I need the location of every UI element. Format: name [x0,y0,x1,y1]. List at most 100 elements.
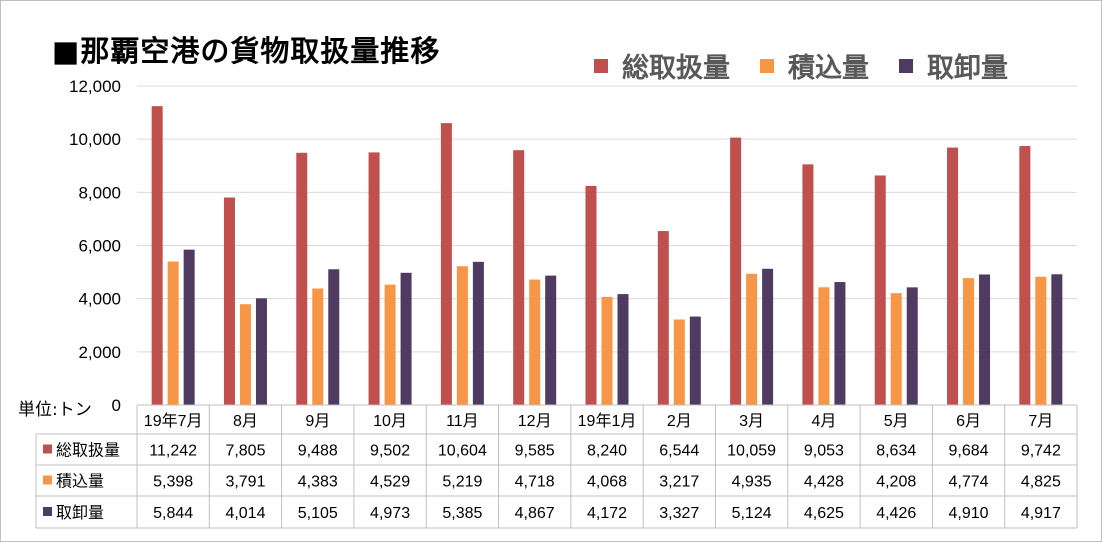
x-tick-label: 11月 [446,413,479,430]
bar [890,293,902,405]
bar [657,231,669,405]
legend: 総取扱量 積込量 取卸量 [594,46,1008,85]
legend-item-loaded: 積込量 [760,46,869,85]
data-label: 4,973 [370,505,410,522]
data-label: 4,428 [804,474,844,491]
x-tick-label: 6月 [956,413,981,430]
x-tick-label: 4月 [811,413,836,430]
data-label: 11,242 [149,443,197,460]
data-label: 5,105 [298,505,338,522]
data-label: 9,053 [804,443,844,460]
bar [312,288,324,405]
bar [328,269,340,405]
data-label: 9,684 [949,443,989,460]
data-label: 3,327 [659,505,699,522]
bar [947,147,959,405]
legend-label-total: 総取扱量 [622,53,730,84]
y-tick-label: 10,000 [69,130,121,149]
legend-label-loaded: 積込量 [788,53,869,84]
bar [762,268,774,405]
bar [545,275,557,405]
y-tick-label: 0 [112,396,121,415]
bar [730,137,742,405]
data-label: 4,014 [225,505,265,522]
y-tick-label: 12,000 [69,77,121,96]
data-label: 4,208 [876,474,916,491]
table-row-label: 積込量 [56,472,104,491]
data-label: 5,844 [153,505,193,522]
bar [689,316,701,405]
bar [818,287,830,405]
y-tick-label: 8,000 [78,183,121,202]
bar [585,185,597,405]
x-tick-label: 8月 [233,413,258,430]
unit-label: 単位:トン [18,400,92,420]
legend-swatch-total [594,58,608,73]
y-tick-label: 4,000 [78,290,121,309]
bar [296,152,308,405]
data-label: 5,398 [153,474,193,491]
chart-title: ■那覇空港の貨物取扱量推移 [52,34,441,68]
x-tick-label: 12月 [518,413,552,430]
data-label: 5,385 [442,505,482,522]
table-row-label: 総取扱量 [56,441,120,460]
data-label: 9,585 [515,443,555,460]
bar [183,249,195,405]
data-label: 4,529 [370,474,410,491]
y-tick-label: 6,000 [78,237,121,256]
data-label: 4,172 [587,505,627,522]
bar [617,294,629,405]
data-label: 5,219 [442,474,482,491]
bar [1019,146,1031,406]
bar [472,261,484,405]
x-tick-label: 10月 [373,413,407,430]
legend-item-unloaded: 取卸量 [899,46,1008,85]
data-label: 3,791 [225,474,265,491]
bar [529,279,541,405]
table-legend-key [43,444,52,454]
data-label: 3,217 [659,474,699,491]
data-label: 4,867 [515,505,555,522]
bar [746,273,758,405]
y-tick-label: 2,000 [78,343,121,362]
data-label: 4,774 [949,474,989,491]
data-label: 4,625 [804,505,844,522]
bar [601,296,613,405]
x-tick-label: 19年1月 [578,412,637,430]
data-label: 5,124 [732,505,772,522]
data-label: 4,910 [949,505,989,522]
bar [167,261,179,405]
bar [456,266,468,405]
table-legend-key [43,475,52,485]
data-label: 4,935 [732,474,772,491]
x-tick-label: 3月 [739,413,764,430]
x-tick-label: 9月 [305,413,330,430]
data-label: 6,544 [659,443,699,460]
data-label: 4,825 [1021,474,1061,491]
bar [673,319,685,405]
data-label: 4,068 [587,474,627,491]
bar [802,164,814,405]
data-label: 7,805 [225,443,265,460]
data-label: 8,240 [587,443,627,460]
table-legend-key [43,507,52,516]
x-tick-label: 5月 [884,413,909,430]
bar [513,150,525,405]
bar [255,298,267,405]
bar [906,287,918,405]
data-label: 8,634 [876,443,916,460]
bar [1035,276,1047,405]
data-label: 9,488 [298,443,338,460]
legend-swatch-loaded [760,58,774,73]
bar [979,274,991,405]
bar [834,282,846,405]
bar [368,152,380,405]
bar [440,123,452,405]
bar [223,197,235,405]
data-label: 9,502 [370,443,410,460]
data-label: 4,718 [515,474,555,491]
bar [400,272,412,405]
bar [239,304,251,405]
x-tick-label: 7月 [1028,413,1053,430]
data-label: 10,059 [727,443,776,460]
